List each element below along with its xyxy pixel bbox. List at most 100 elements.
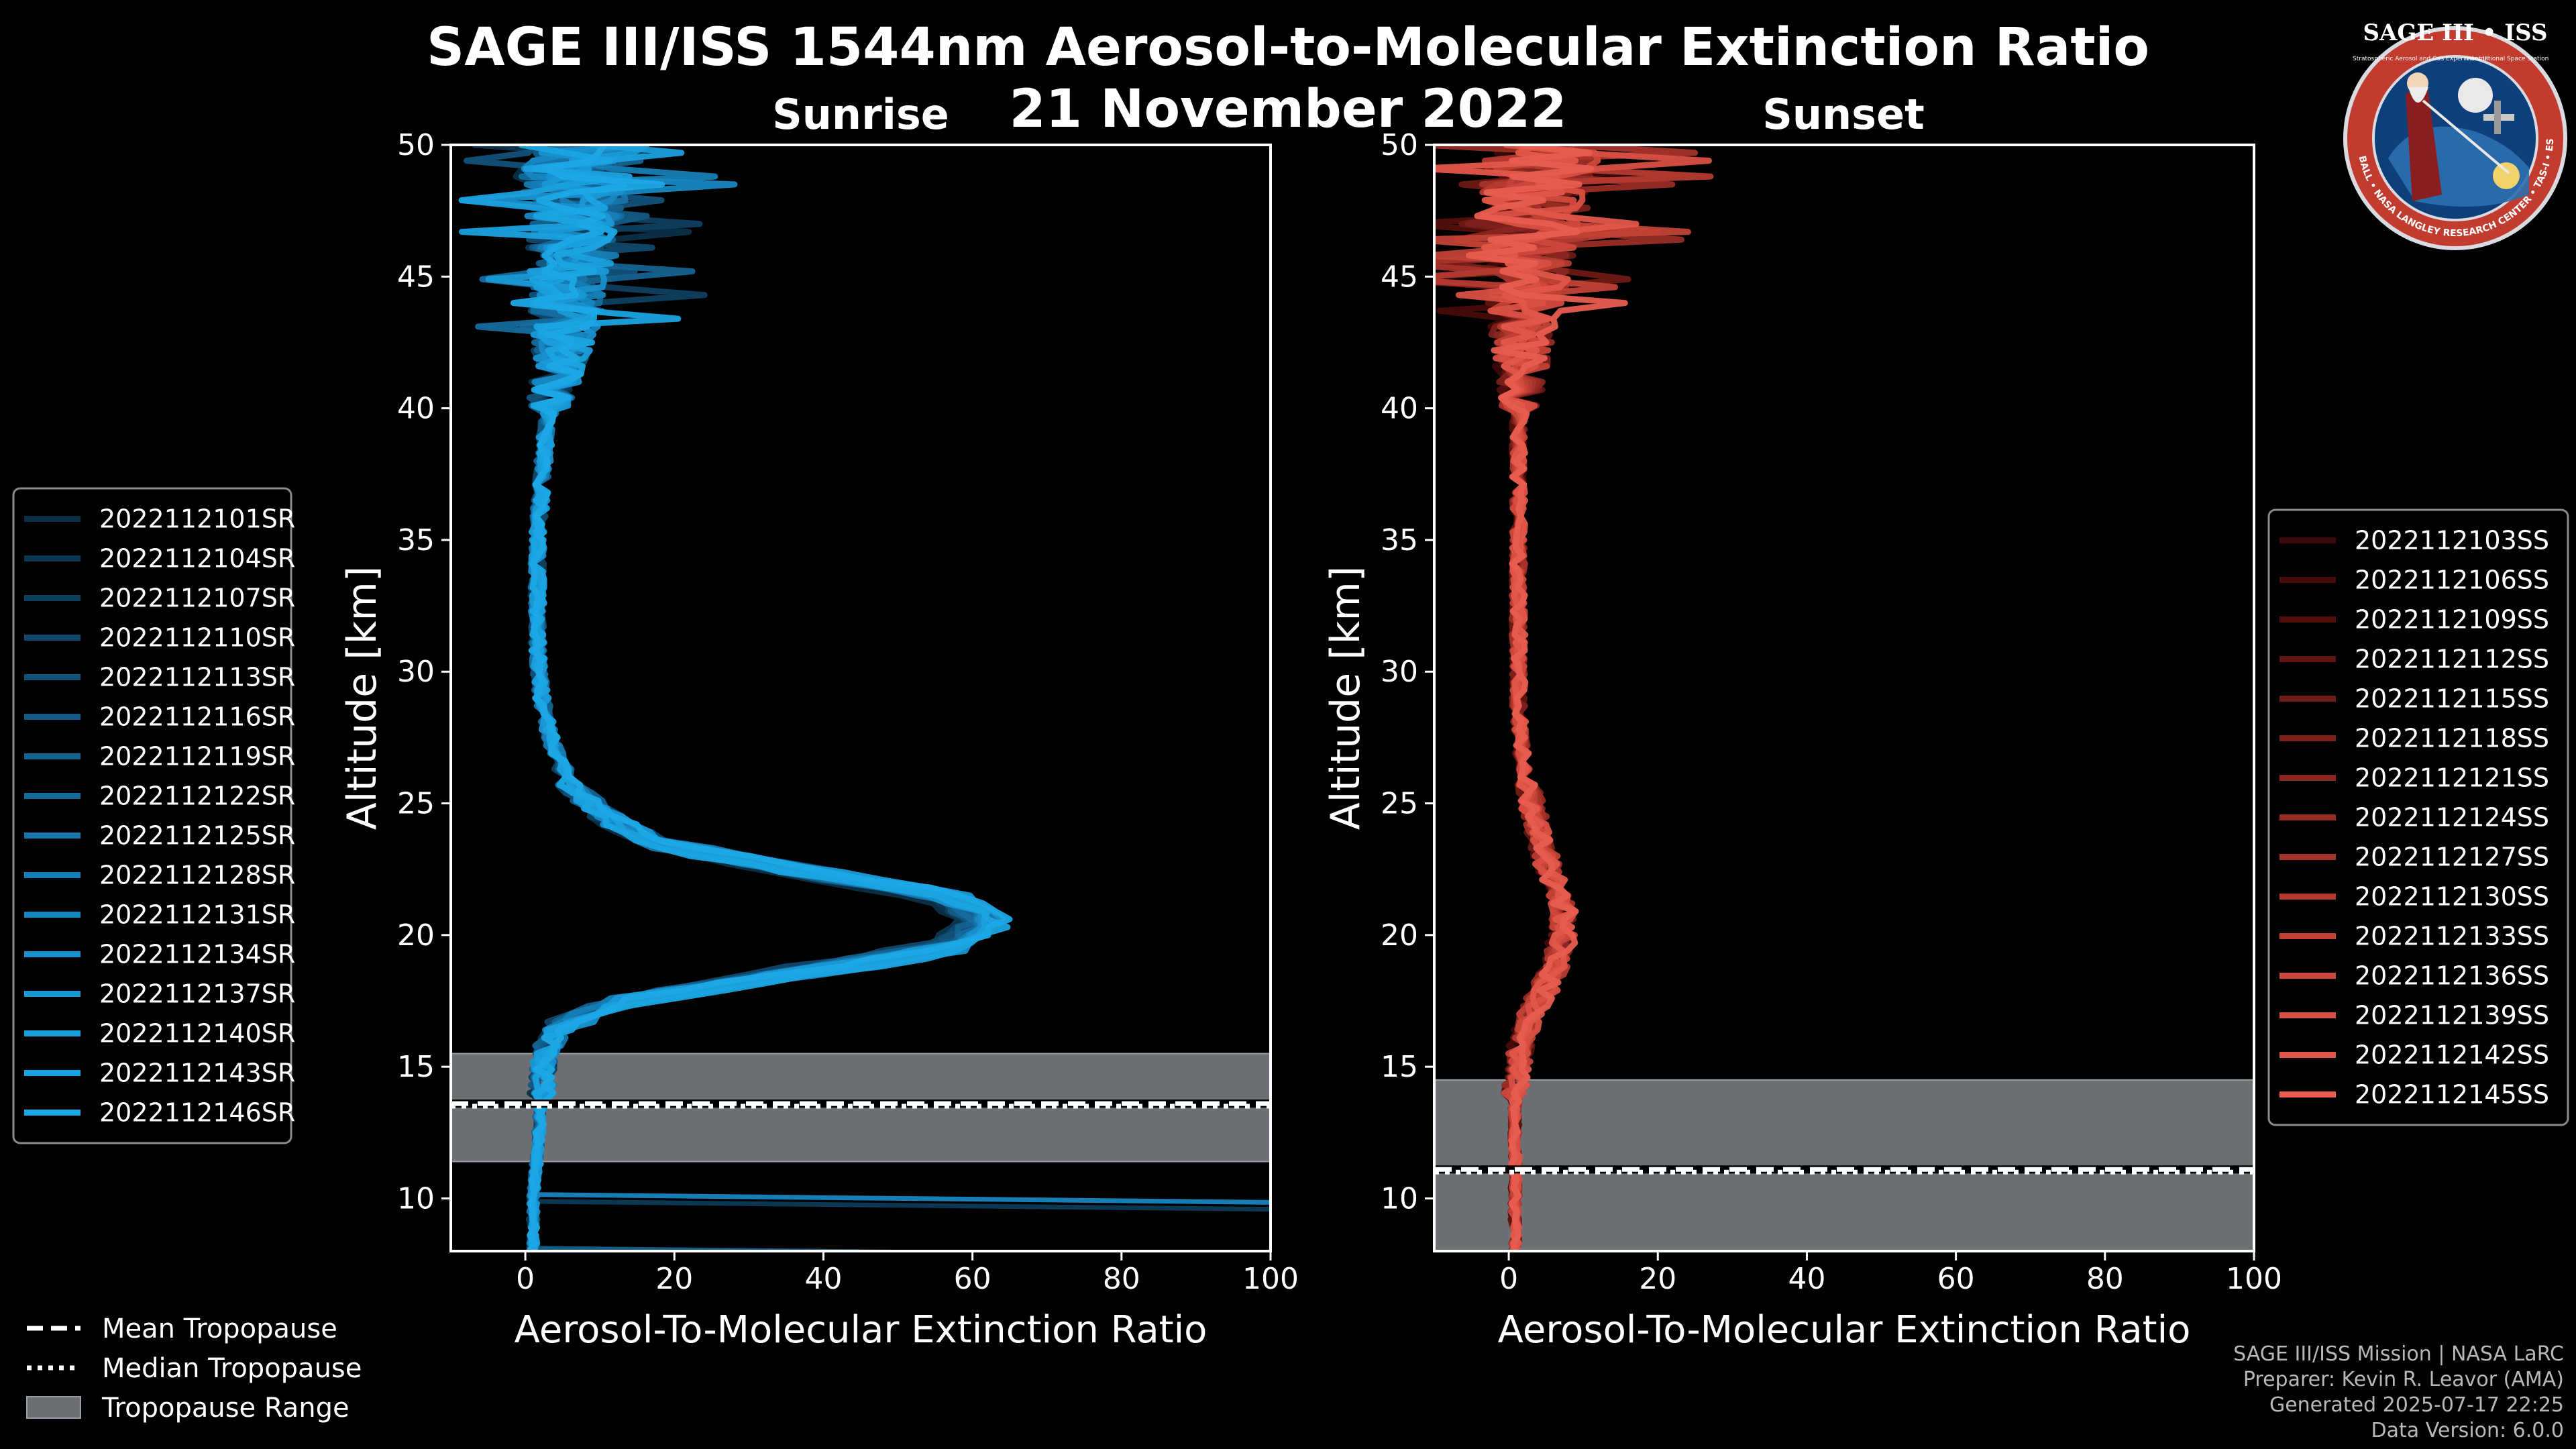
badge-top-text: SAGE III • ISS (2363, 19, 2547, 46)
sunrise-x-tick-label: 80 (1103, 1262, 1140, 1296)
sunrise-x-tick-label: 0 (516, 1262, 535, 1296)
sunrise-y-tick-label: 50 (397, 128, 435, 162)
footer-line-version: Data Version: 6.0.0 (2371, 1419, 2564, 1442)
legend-label-2022112134SR: 2022112134SR (99, 940, 295, 969)
sunset-x-axis-label: Aerosol-To-Molecular Extinction Ratio (1498, 1308, 2191, 1352)
legend-label-2022112137SR: 2022112137SR (99, 979, 295, 1009)
badge-sub-left: Stratospheric Aerosol and Gas Experiment… (2353, 56, 2488, 62)
sunrise-legend: 2022112101SR 2022112104SR 2022112107SR 2022… (12, 487, 295, 1144)
legend-median-tropopause-label: Median Tropopause (102, 1353, 362, 1384)
sunset-x-tick-label: 60 (1937, 1262, 1975, 1296)
sunset-y-tick-label: 10 (1381, 1181, 1418, 1216)
series-streak-2022112116SR (533, 1246, 1024, 1251)
sunrise-axes-frame (449, 144, 1272, 1252)
sunset-panel-title: Sunset (1762, 90, 1925, 139)
legend-label-2022112133SS: 2022112133SS (2355, 922, 2549, 951)
legend-label-2022112109SS: 2022112109SS (2355, 605, 2549, 635)
sunset-plot-area (1434, 145, 2254, 1251)
sunset-y-tick-label: 15 (1381, 1050, 1418, 1084)
sunrise-series-group (458, 145, 1273, 1266)
legend-label-2022112136SS: 2022112136SS (2355, 961, 2549, 991)
sunset-series-group (1434, 145, 2257, 1286)
legend-range-tropopause-label: Tropopause Range (101, 1393, 350, 1424)
sunset-y-axis-label: Altitude [km] (1322, 566, 1369, 830)
legend-label-2022112116SR: 2022112116SR (99, 702, 295, 732)
sunrise-x-tick-label: 60 (954, 1262, 991, 1296)
sunset-y-tick-label: 25 (1381, 787, 1418, 821)
legend-mean-tropopause-label: Mean Tropopause (102, 1313, 337, 1344)
legend-label-2022112142SS: 2022112142SS (2355, 1040, 2549, 1070)
legend-label-2022112139SS: 2022112139SS (2355, 1001, 2549, 1030)
series-line-2022112137SR (485, 145, 1006, 1251)
sunset-x-tick-label: 0 (1499, 1262, 1518, 1296)
sunset-x-tick-label: 20 (1639, 1262, 1676, 1296)
badge-sub-right: International Space Station (2467, 56, 2549, 62)
sunrise-x-tick-label: 40 (804, 1262, 842, 1296)
legend-label-2022112127SS: 2022112127SS (2355, 843, 2549, 872)
sunrise-y-axis-label: Altitude [km] (339, 566, 386, 830)
legend-label-2022112119SR: 2022112119SR (99, 742, 295, 771)
sunrise-y-tick-label: 15 (397, 1050, 435, 1084)
sunset-y-tick-label: 50 (1381, 128, 1418, 162)
series-streak-2022112104SR (533, 1199, 1271, 1212)
sunset-panel: 0 20 40 60 80 100 10 15 20 25 30 35 40 45 50 Aerosol-To… (1322, 90, 2282, 1352)
legend-label-2022112113SR: 2022112113SR (99, 663, 295, 692)
legend-label-2022112110SR: 2022112110SR (99, 623, 295, 653)
legend-label-2022112104SR: 2022112104SR (99, 544, 295, 574)
sunset-legend: 2022112103SS 2022112106SS 2022112109SS 2022… (2267, 508, 2569, 1126)
legend-label-2022112112SS: 2022112112SS (2355, 645, 2549, 674)
sunset-x-tick-label: 100 (2226, 1262, 2282, 1296)
footer-line-generated: Generated 2025-07-17 22:25 (2269, 1393, 2564, 1417)
sunrise-x-tick-label: 100 (1242, 1262, 1299, 1296)
series-line-2022112145SS (1466, 145, 1628, 1251)
sunrise-panel-title: Sunrise (772, 90, 949, 139)
legend-label-2022112122SR: 2022112122SR (99, 782, 295, 811)
footer-line-preparer: Preparer: Kevin R. Leavor (AMA) (2243, 1368, 2564, 1391)
sunrise-y-tick-label: 30 (397, 655, 435, 689)
legend-tropopause-range-swatch (26, 1396, 81, 1419)
tropopause-legend: Mean Tropopause Median Tropopause Tropopau… (26, 1313, 362, 1424)
sunrise-y-tick-label: 40 (397, 392, 435, 426)
sunset-x-tick-label: 40 (1788, 1262, 1825, 1296)
legend-label-2022112140SR: 2022112140SR (99, 1019, 295, 1049)
footer-line-mission: SAGE III/ISS Mission | NASA LaRC (2233, 1342, 2564, 1366)
legend-label-2022112115SS: 2022112115SS (2355, 684, 2549, 714)
sunrise-y-tick-label: 45 (397, 260, 435, 294)
series-line-2022112146SR (510, 145, 1013, 1251)
sunset-y-tick-label: 45 (1381, 260, 1418, 294)
series-streak-2022112140SR (533, 1258, 1273, 1266)
sunrise-y-tick-label: 20 (397, 918, 435, 953)
sunrise-y-tick-label: 35 (397, 523, 435, 557)
legend-label-2022112101SR: 2022112101SR (99, 504, 295, 534)
legend-label-2022112125SR: 2022112125SR (99, 821, 295, 851)
sunrise-x-axis-label: Aerosol-To-Molecular Extinction Ratio (515, 1308, 1208, 1352)
legend-label-2022112143SR: 2022112143SR (99, 1059, 295, 1088)
series-streak-2022112128SR (533, 1192, 1271, 1205)
sunrise-y-tick-label: 25 (397, 787, 435, 821)
legend-label-2022112103SS: 2022112103SS (2355, 526, 2549, 555)
sunset-legend-box (2267, 508, 2569, 1126)
sunset-x-tick-label: 80 (2086, 1262, 2124, 1296)
chart-title: SAGE III/ISS 1544nm Aerosol-to-Molecular… (427, 17, 2149, 78)
sunset-y-tick-label: 20 (1381, 918, 1418, 953)
sunset-y-tick-label: 35 (1381, 523, 1418, 557)
sunrise-y-tick-label: 10 (397, 1181, 435, 1216)
legend-label-2022112121SS: 2022112121SS (2355, 763, 2549, 793)
chart-date: 21 November 2022 (1009, 79, 1567, 140)
sunset-y-tick-label: 30 (1381, 655, 1418, 689)
sunrise-panel: 0 20 40 60 80 100 10 15 20 25 30 35 40 45 50 Aerosol-To… (339, 90, 1299, 1352)
series-streak-2022112118SS (1516, 1278, 2257, 1286)
sunrise-x-tick-label: 20 (655, 1262, 693, 1296)
footer-credits: SAGE III/ISS Mission | NASA LaRC Prepare… (2233, 1342, 2564, 1444)
legend-label-2022112130SS: 2022112130SS (2355, 882, 2549, 912)
legend-label-2022112128SR: 2022112128SR (99, 861, 295, 890)
legend-label-2022112131SR: 2022112131SR (99, 900, 295, 930)
sunset-axes-frame (1433, 144, 2255, 1252)
sunrise-legend-box (12, 487, 292, 1144)
legend-label-2022112106SS: 2022112106SS (2355, 566, 2549, 595)
legend-label-2022112107SR: 2022112107SR (99, 584, 295, 613)
legend-label-2022112145SS: 2022112145SS (2355, 1080, 2549, 1110)
legend-label-2022112124SS: 2022112124SS (2355, 803, 2549, 833)
legend-label-2022112118SS: 2022112118SS (2355, 724, 2549, 753)
